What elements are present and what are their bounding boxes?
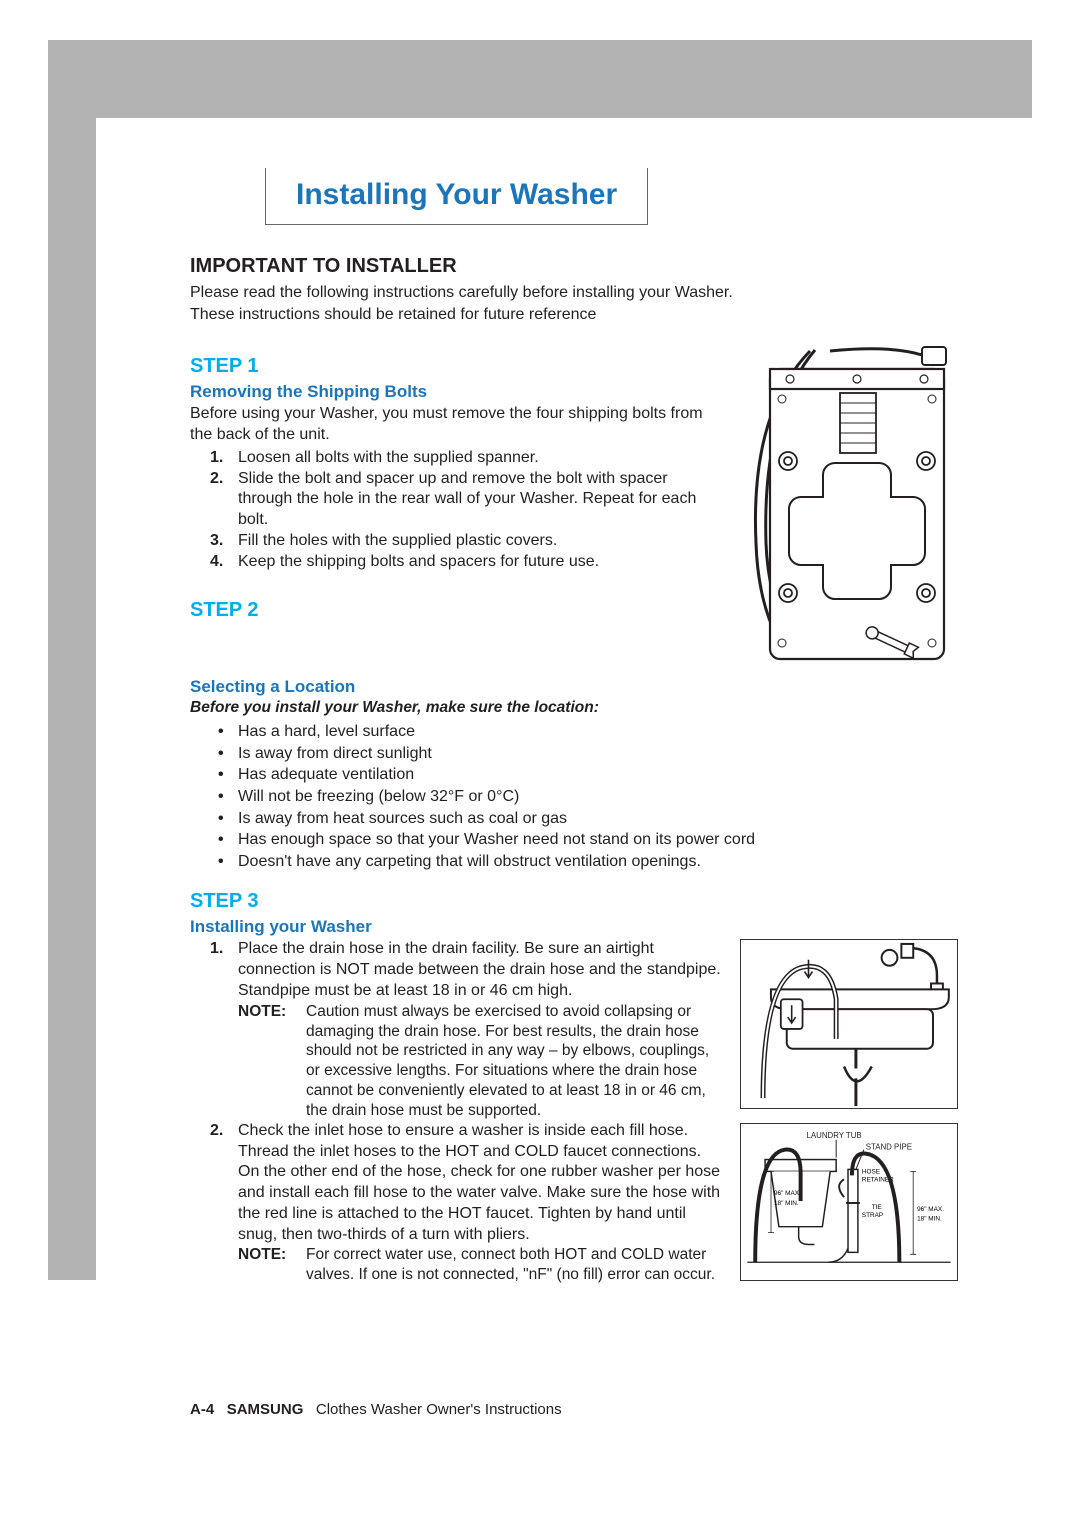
step1-text: STEP 1 Removing the Shipping Bolts Befor…	[190, 343, 722, 663]
label-tie: TIE	[872, 1204, 882, 1211]
step2-heading: STEP 2	[190, 599, 722, 622]
step3-item1-text: Place the drain hose in the drain facili…	[238, 940, 721, 978]
label-hose: HOSE	[862, 1169, 880, 1176]
note-text: Caution must always be exercised to avoi…	[306, 1003, 709, 1119]
step3-diagrams: LAUNDRY TUB STAND PIPE 96" MAX. 18" MI	[740, 939, 958, 1281]
side-grey-bar	[48, 40, 96, 1280]
note-text: For correct water use, connect both HOT …	[306, 1246, 715, 1283]
sink-hose-diagram	[740, 939, 958, 1109]
step3-list: Place the drain hose in the drain facili…	[190, 939, 722, 1285]
label-min-r: 18" MIN.	[917, 1216, 942, 1223]
important-heading: IMPORTANT TO INSTALLER	[190, 255, 958, 278]
chapter-title: Installing Your Washer	[296, 178, 617, 211]
step1-list: Loosen all bolts with the supplied spann…	[190, 448, 722, 573]
list-item: Keep the shipping bolts and spacers for …	[190, 552, 722, 573]
label-laundry-tub: LAUNDRY TUB	[807, 1131, 862, 1140]
page-content: IMPORTANT TO INSTALLER Please read the f…	[190, 255, 958, 1285]
important-p1: Please read the following instructions c…	[190, 284, 733, 301]
step2-list: Has a hard, level surface Is away from d…	[190, 721, 958, 872]
step3-text: Place the drain hose in the drain facili…	[190, 939, 722, 1285]
footer-doc-title: Clothes Washer Owner's Instructions	[316, 1401, 562, 1418]
note-label: NOTE:	[238, 1245, 286, 1265]
list-item: Slide the bolt and spacer up and remove …	[190, 469, 722, 531]
step3-item2-text: Check the inlet hose to ensure a washer …	[238, 1122, 720, 1243]
page-footer: A-4 SAMSUNG Clothes Washer Owner's Instr…	[190, 1401, 562, 1418]
list-item: Fill the holes with the supplied plastic…	[190, 531, 722, 552]
step2-intro: Before you install your Washer, make sur…	[190, 699, 958, 717]
label-stand-pipe: STAND PIPE	[866, 1143, 912, 1152]
label-strap: STRAP	[862, 1212, 883, 1219]
step2-block: Selecting a Location Before you install …	[190, 677, 958, 872]
list-item: Place the drain hose in the drain facili…	[190, 939, 722, 1120]
chapter-title-box: Installing Your Washer	[265, 168, 648, 225]
list-item: Loosen all bolts with the supplied spann…	[190, 448, 722, 469]
page-number: A-4	[190, 1401, 214, 1418]
list-item: Check the inlet hose to ensure a washer …	[190, 1121, 722, 1285]
list-item: Has a hard, level surface	[190, 721, 958, 743]
label-min-l: 18" MIN.	[774, 1200, 799, 1207]
step3-item1-text2: Standpipe must be at least 18 in or 46 c…	[238, 982, 572, 999]
list-item: Has adequate ventilation	[190, 764, 958, 786]
list-item: Doesn't have any carpeting that will obs…	[190, 851, 958, 873]
important-intro: Please read the following instructions c…	[190, 282, 958, 325]
step1-intro: Before using your Washer, you must remov…	[190, 404, 722, 446]
list-item: Has enough space so that your Washer nee…	[190, 829, 958, 851]
step2-sub: Selecting a Location	[190, 677, 958, 697]
list-item: Is away from heat sources such as coal o…	[190, 808, 958, 830]
step3-item1-note: NOTE: Caution must always be exercised t…	[238, 1002, 722, 1121]
list-item: Will not be freezing (below 32°F or 0°C)	[190, 786, 958, 808]
step3-sub: Installing your Washer	[190, 917, 958, 937]
step1-heading: STEP 1	[190, 355, 722, 378]
step3-row: Place the drain hose in the drain facili…	[190, 939, 958, 1285]
label-max-r: 96" MAX.	[917, 1206, 944, 1213]
step1-sub: Removing the Shipping Bolts	[190, 382, 722, 402]
washer-rear-diagram	[740, 343, 958, 663]
standpipe-diagram: LAUNDRY TUB STAND PIPE 96" MAX. 18" MI	[740, 1123, 958, 1281]
important-p2: These instructions should be retained fo…	[190, 306, 596, 323]
header-grey-bar	[48, 40, 1032, 118]
footer-brand: SAMSUNG	[227, 1401, 304, 1418]
note-label: NOTE:	[238, 1002, 286, 1022]
list-item: Is away from direct sunlight	[190, 743, 958, 765]
step1-row: STEP 1 Removing the Shipping Bolts Befor…	[190, 343, 958, 663]
label-max-l: 96" MAX.	[774, 1190, 801, 1197]
step3-item2-note: NOTE: For correct water use, connect bot…	[238, 1245, 722, 1285]
step3-heading: STEP 3	[190, 890, 958, 913]
